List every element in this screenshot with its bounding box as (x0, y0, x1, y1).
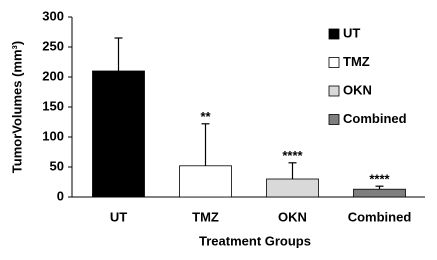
legend-label: Combined (343, 111, 407, 126)
y-tick-label: 50 (50, 158, 64, 173)
bar (266, 178, 319, 198)
legend-label: OKN (343, 82, 372, 97)
y-axis-title: TumorVolumes (mm³) (9, 41, 24, 173)
legend-swatch (328, 85, 340, 97)
significance-label: **** (369, 172, 390, 187)
bar (179, 165, 232, 198)
legend-swatch (328, 28, 340, 40)
legend-label: TMZ (343, 54, 370, 69)
significance-label: ** (200, 109, 211, 124)
bar (92, 70, 145, 198)
legend-swatch (328, 57, 340, 68)
x-tick-label: OKN (278, 209, 307, 224)
y-tick-label: 100 (42, 128, 64, 143)
bar (353, 188, 406, 198)
x-tick-label: TMZ (192, 209, 219, 224)
y-tick-label: 200 (42, 68, 64, 83)
legend-swatch (328, 114, 340, 125)
x-axis-title: Treatment Groups (199, 233, 311, 248)
significance-label: **** (282, 148, 303, 163)
x-tick-label: Combined (348, 209, 412, 224)
y-tick-label: 250 (42, 38, 64, 53)
x-tick-label: UT (110, 209, 127, 224)
y-tick-label: 150 (42, 98, 64, 113)
legend-label: UT (343, 25, 360, 40)
y-tick-label: 300 (42, 8, 64, 23)
y-tick-label: 0 (57, 188, 64, 203)
